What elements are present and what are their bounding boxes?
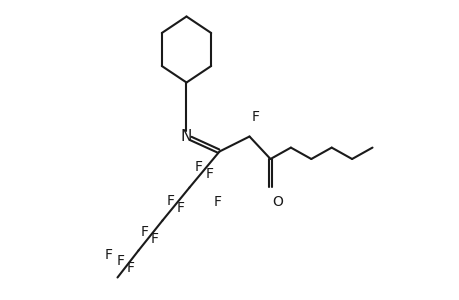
Text: F: F	[252, 110, 259, 124]
Text: F: F	[206, 167, 213, 181]
Text: F: F	[195, 160, 203, 174]
Text: F: F	[177, 201, 185, 215]
Text: F: F	[127, 262, 134, 275]
Text: F: F	[167, 194, 174, 208]
Text: F: F	[105, 248, 113, 262]
Text: F: F	[151, 232, 159, 246]
Text: F: F	[213, 195, 222, 209]
Text: F: F	[141, 225, 149, 239]
Text: O: O	[272, 196, 283, 209]
Text: N: N	[180, 129, 192, 144]
Text: F: F	[116, 254, 124, 268]
